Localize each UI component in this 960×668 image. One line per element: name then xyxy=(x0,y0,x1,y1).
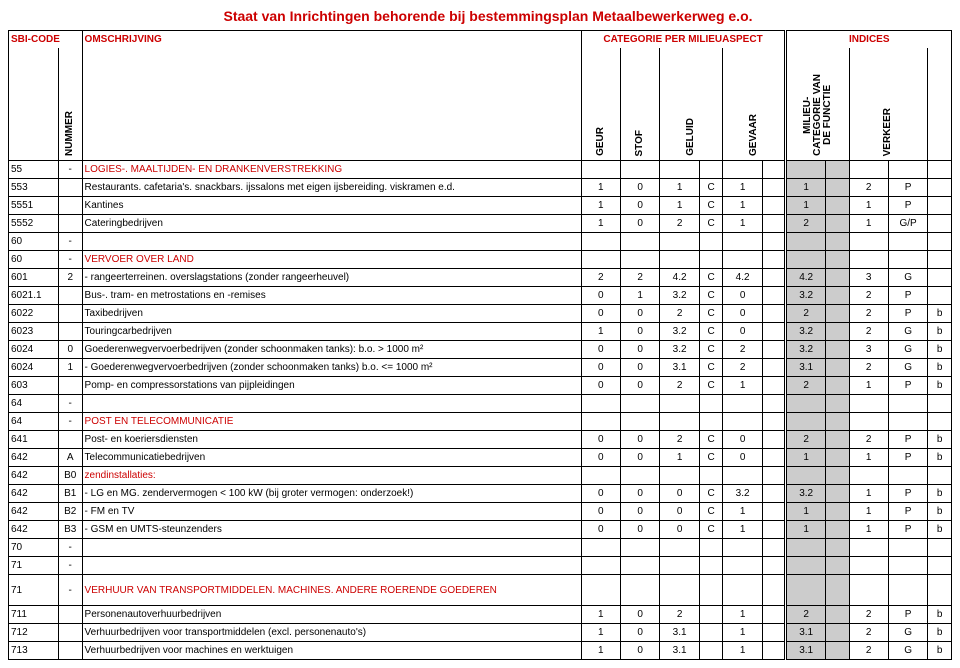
table-row: 5551Kantines101C111P xyxy=(9,197,952,215)
table-row: 642ATelecommunicatiebedrijven001C011Pb xyxy=(9,449,952,467)
table-row: 60240Goederenwegvervoerbedrijven (zonder… xyxy=(9,341,952,359)
hdr-gevaar: GEVAAR xyxy=(723,48,786,161)
hdr-idx: INDICES xyxy=(786,31,952,49)
hdr-cat: CATEGORIE PER MILIEUASPECT xyxy=(581,31,786,49)
table-row: 603Pomp- en compressorstations van pijpl… xyxy=(9,377,952,395)
table-row: 71-VERHUUR VAN TRANSPORTMIDDELEN. MACHIN… xyxy=(9,575,952,606)
table-row: 71- xyxy=(9,557,952,575)
table-row: 55-LOGIES-. MAALTIJDEN- EN DRANKENVERSTR… xyxy=(9,161,952,179)
table-row: 6022Taxibedrijven002C022Pb xyxy=(9,305,952,323)
table-row: 713Verhuurbedrijven voor machines en wer… xyxy=(9,642,952,660)
hdr-geluid: GELUID xyxy=(660,48,723,161)
hdr-stof: STOF xyxy=(621,48,660,161)
hdr-oms: OMSCHRIJVING xyxy=(82,31,581,49)
table-row: 60- xyxy=(9,233,952,251)
table-row: 641Post- en koeriersdiensten002C022Pb xyxy=(9,431,952,449)
hdr-milieu: MILIEU- CATEGORIE VAN DE FUNCTIE xyxy=(786,48,849,161)
header-row-1: SBI-CODE OMSCHRIJVING CATEGORIE PER MILI… xyxy=(9,31,952,49)
table-row: 60-VERVOER OVER LAND xyxy=(9,251,952,269)
page-title: Staat van Inrichtingen behorende bij bes… xyxy=(8,8,960,24)
table-row: 642B3- GSM en UMTS-steunzenders000C111Pb xyxy=(9,521,952,539)
table-row: 5552Cateringbedrijven102C121G/P xyxy=(9,215,952,233)
table-row: 6021.1Bus-. tram- en metrostations en -r… xyxy=(9,287,952,305)
table-row: 70- xyxy=(9,539,952,557)
table-row: 6012- rangeerterreinen. overslagstations… xyxy=(9,269,952,287)
hdr-sbi: SBI-CODE xyxy=(9,31,83,49)
table-row: 712Verhuurbedrijven voor transportmiddel… xyxy=(9,624,952,642)
table-row: 6023Touringcarbedrijven103.2C03.22Gb xyxy=(9,323,952,341)
header-row-2: NUMMER GEUR STOF GELUID GEVAAR MILIEU- C… xyxy=(9,48,952,161)
table-row: 64-POST EN TELECOMMUNICATIE xyxy=(9,413,952,431)
hdr-nummer: NUMMER xyxy=(58,48,82,161)
table-row: 64- xyxy=(9,395,952,413)
table-row: 553Restaurants. cafetaria's. snackbars. … xyxy=(9,179,952,197)
hdr-verkeer: VERKEER xyxy=(849,48,928,161)
table-row: 711Personenautoverhuurbedrijven102122Pb xyxy=(9,606,952,624)
table-row: 642B0zendinstallaties: xyxy=(9,467,952,485)
table-row: 60241- Goederenwegvervoerbedrijven (zond… xyxy=(9,359,952,377)
hdr-geur: GEUR xyxy=(581,48,620,161)
table-row: 642B1- LG en MG. zendervermogen < 100 kW… xyxy=(9,485,952,503)
table-row: 642B2- FM en TV000C111Pb xyxy=(9,503,952,521)
data-table: SBI-CODE OMSCHRIJVING CATEGORIE PER MILI… xyxy=(8,30,952,660)
